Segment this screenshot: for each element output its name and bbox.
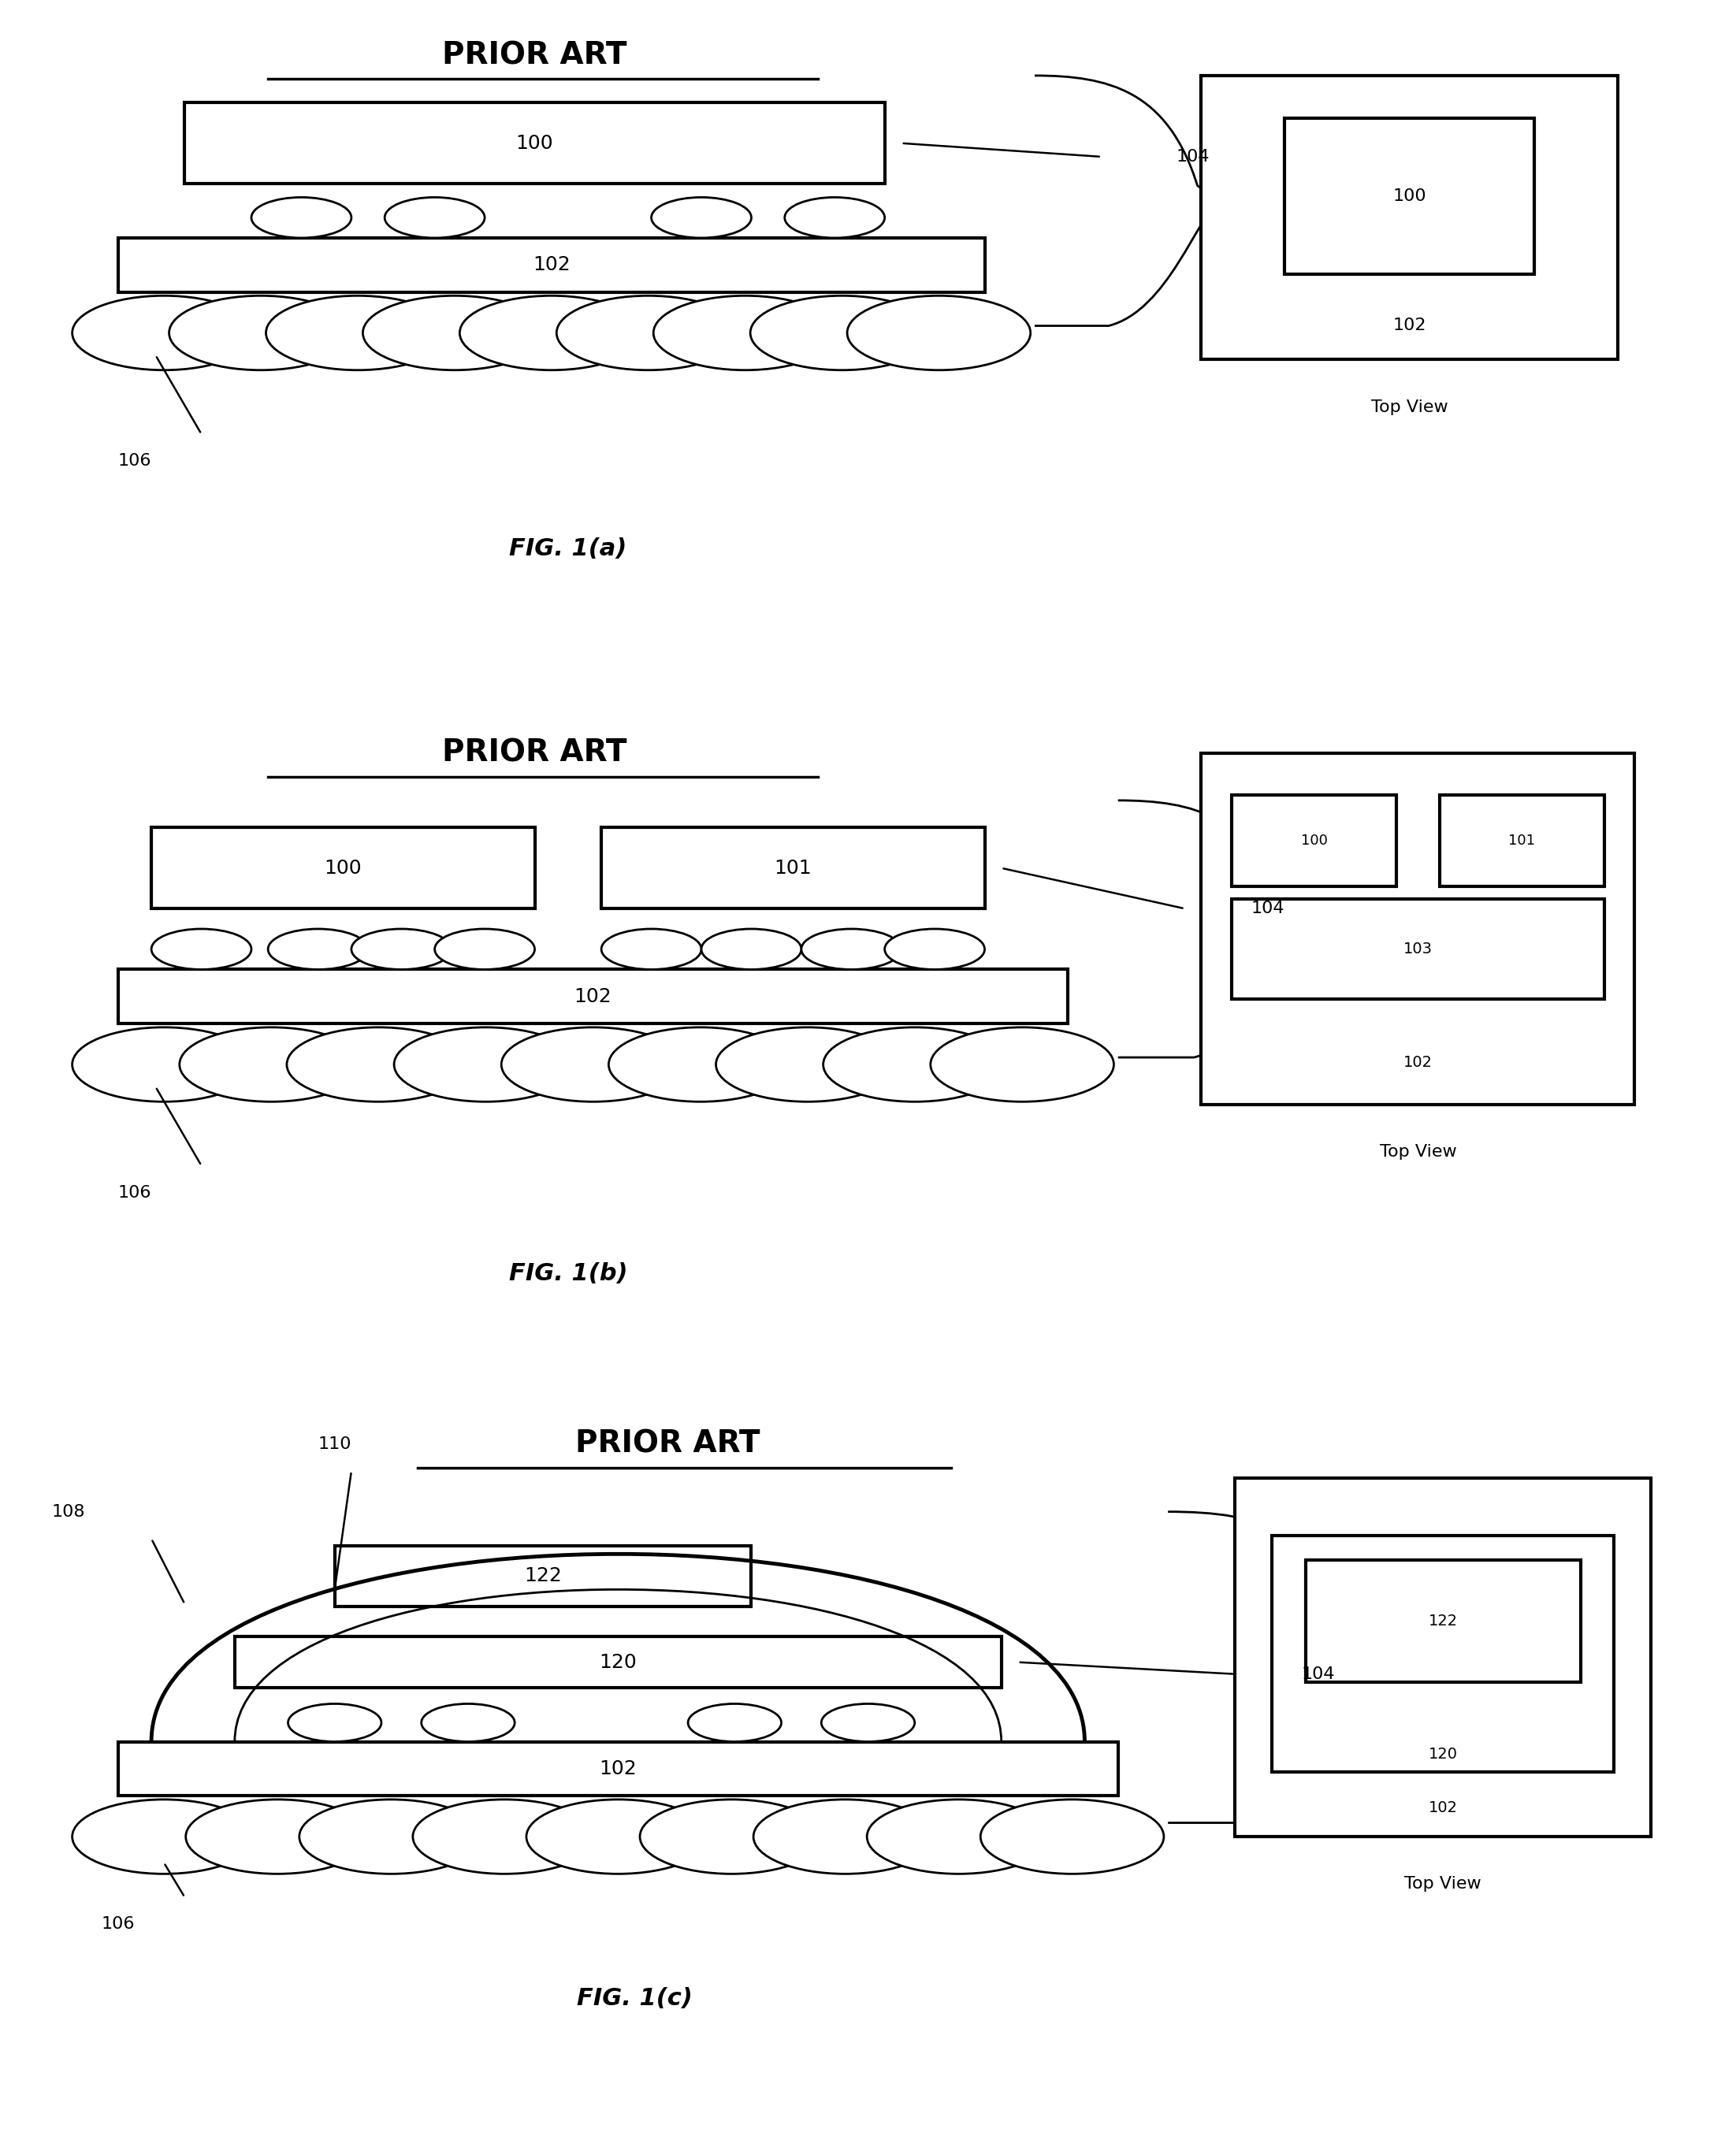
Circle shape [266,296,450,369]
Text: 100: 100 [1300,833,1328,848]
Circle shape [715,1026,899,1101]
Circle shape [750,296,934,369]
Bar [1234,1477,1651,1836]
Text: 101: 101 [774,859,812,878]
Text: 102: 102 [575,988,611,1007]
Bar [1285,118,1535,275]
Circle shape [753,1799,937,1874]
Circle shape [557,296,740,369]
Text: 102: 102 [1429,1799,1458,1814]
Text: 100: 100 [1392,189,1427,204]
Bar [1201,754,1635,1106]
Text: 106: 106 [118,1185,151,1200]
Bar [151,827,535,908]
Text: 102: 102 [533,255,569,275]
Bar [234,1636,1002,1688]
Bar [1305,1561,1580,1683]
Circle shape [653,296,837,369]
Bar [1439,794,1604,887]
Circle shape [651,198,752,238]
Circle shape [526,1799,710,1874]
Text: 102: 102 [1403,1054,1432,1069]
Circle shape [434,930,535,970]
Bar [1231,794,1396,887]
Circle shape [351,930,451,970]
Text: FIG. 1(b): FIG. 1(b) [509,1262,627,1286]
Circle shape [288,1705,382,1741]
Bar [118,970,1068,1024]
Text: 102: 102 [1392,318,1427,333]
Circle shape [601,930,701,970]
Circle shape [460,296,642,369]
Text: PRIOR ART: PRIOR ART [443,739,627,769]
Bar [1231,900,1604,998]
Circle shape [73,1026,255,1101]
Circle shape [186,1799,370,1874]
Circle shape [252,198,351,238]
Circle shape [821,1705,915,1741]
Circle shape [267,930,368,970]
Text: 102: 102 [599,1758,637,1778]
Circle shape [73,1799,255,1874]
Text: 100: 100 [325,859,361,878]
Bar [1201,75,1618,359]
Text: 106: 106 [101,1917,135,1932]
Circle shape [385,198,484,238]
Text: 122: 122 [1429,1615,1458,1630]
Circle shape [168,296,352,369]
Bar [118,1741,1118,1795]
Text: PRIOR ART: PRIOR ART [576,1430,760,1460]
Circle shape [701,930,802,970]
Text: 106: 106 [118,453,151,468]
Text: 120: 120 [1429,1746,1458,1761]
Circle shape [394,1026,578,1101]
Bar [184,103,885,185]
Circle shape [802,930,901,970]
Circle shape [641,1799,823,1874]
Circle shape [981,1799,1163,1874]
Bar [335,1546,752,1606]
Text: FIG. 1(c): FIG. 1(c) [576,1988,693,2010]
Circle shape [687,1705,781,1741]
Circle shape [866,1799,1050,1874]
Circle shape [930,1026,1115,1101]
Circle shape [179,1026,363,1101]
Text: Top View: Top View [1380,1144,1457,1159]
Bar [1272,1535,1614,1771]
Text: Top View: Top View [1404,1876,1481,1892]
Circle shape [823,1026,1007,1101]
Text: 100: 100 [516,133,554,152]
Text: 103: 103 [1403,943,1432,955]
Bar [118,238,984,292]
Text: PRIOR ART: PRIOR ART [443,41,627,71]
Text: 108: 108 [52,1503,85,1520]
Circle shape [151,930,252,970]
Circle shape [785,198,885,238]
Text: 104: 104 [1252,902,1285,917]
Circle shape [885,930,984,970]
Text: 120: 120 [599,1653,637,1673]
Text: 104: 104 [1302,1666,1335,1681]
Text: 110: 110 [318,1436,351,1451]
Circle shape [422,1705,514,1741]
Circle shape [73,296,255,369]
Text: FIG. 1(a): FIG. 1(a) [509,537,627,560]
Text: 101: 101 [1509,833,1535,848]
Circle shape [502,1026,684,1101]
Circle shape [413,1799,595,1874]
Text: Top View: Top View [1371,399,1448,414]
Text: 122: 122 [524,1567,562,1584]
Circle shape [847,296,1031,369]
Circle shape [286,1026,470,1101]
Text: 104: 104 [1177,148,1210,165]
Circle shape [363,296,547,369]
Circle shape [299,1799,483,1874]
Circle shape [609,1026,792,1101]
Bar [601,827,984,908]
